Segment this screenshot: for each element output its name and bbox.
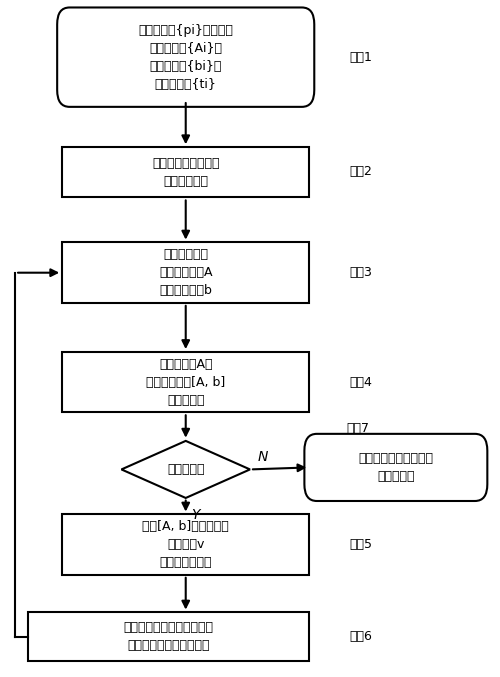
Text: 步骤6: 步骤6 [349, 630, 372, 643]
Bar [28, 613, 310, 661]
Text: 步骤2: 步骤2 [349, 165, 372, 179]
Polygon shape [122, 441, 250, 498]
Text: 根据关键点集
建立分析矩阵A
和分析列向量b: 根据关键点集 建立分析矩阵A 和分析列向量b [159, 248, 212, 297]
Text: N: N [258, 450, 268, 464]
FancyBboxPatch shape [57, 7, 314, 107]
Text: 步骤3: 步骤3 [349, 266, 372, 279]
Bar [62, 147, 310, 198]
Bar [62, 352, 310, 412]
Text: 步骤4: 步骤4 [349, 376, 372, 389]
Text: 步骤1: 步骤1 [349, 51, 372, 64]
Text: 加入一个新的关键点
到关键点集中: 加入一个新的关键点 到关键点集中 [152, 157, 220, 188]
Bar [62, 515, 310, 575]
Text: 根据[A, b]计算测点的
寻优方向v
（四参数形式）: 根据[A, b]计算测点的 寻优方向v （四参数形式） [142, 520, 229, 569]
Text: 步骤5: 步骤5 [349, 538, 372, 551]
Text: Y: Y [190, 508, 199, 522]
Text: 步骤7: 步骤7 [346, 422, 370, 435]
FancyBboxPatch shape [304, 434, 488, 501]
Text: 继续寻优？: 继续寻优？ [167, 463, 204, 476]
Text: 获取测点集{pi}，并建立
特征向量集{Ai}、
边界元素集{bi}、
状态元素集{ti}: 获取测点集{pi}，并建立 特征向量集{Ai}、 边界元素集{bi}、 状态元素… [138, 24, 233, 91]
Text: 对分析矩阵A及
增广分析矩阵[A, b]
进行秩分析: 对分析矩阵A及 增广分析矩阵[A, b] 进行秩分析 [146, 357, 226, 407]
Text: 计算最小外切圆柱直径
判断合格性: 计算最小外切圆柱直径 判断合格性 [358, 452, 434, 483]
Bar [62, 242, 310, 303]
Text: 以追及问题求新的关键点，
更新被测圆柱测点的状态: 以追及问题求新的关键点， 更新被测圆柱测点的状态 [124, 621, 214, 652]
